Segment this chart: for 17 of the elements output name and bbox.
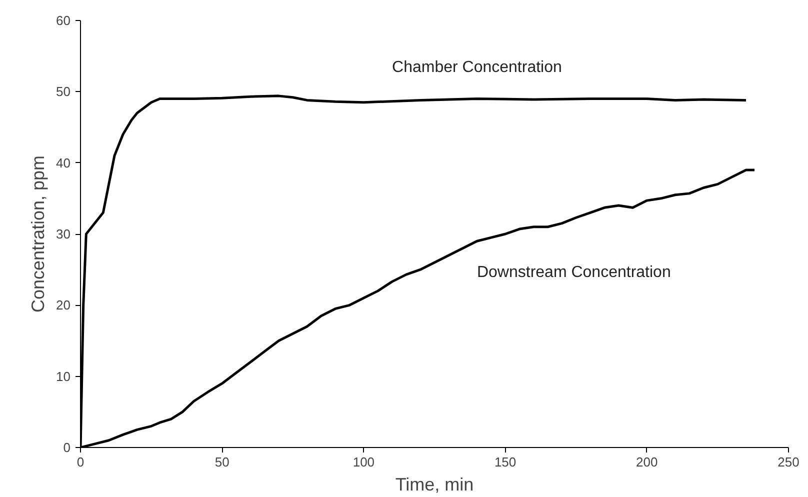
y-tick-label: 10: [56, 368, 71, 384]
y-tick-label: 40: [56, 155, 71, 170]
x-tick-label: 250: [778, 454, 800, 470]
x-tick-label: 0: [76, 454, 84, 470]
x-axis-title: Time, min: [395, 474, 474, 494]
y-tick-label: 60: [56, 13, 71, 28]
y-tick-label: 20: [56, 298, 71, 313]
y-tick-label: 30: [56, 226, 71, 242]
x-tick-label: 200: [636, 454, 658, 470]
y-tick-label: 50: [56, 84, 71, 100]
x-tick-label: 100: [352, 454, 375, 470]
x-tick-label: 50: [214, 454, 230, 470]
y-tick-label: 0: [63, 440, 71, 455]
x-tick-label: 150: [494, 454, 516, 470]
annotation: Chamber Concentration: [392, 59, 562, 76]
annotation: Downstream Concentration: [476, 264, 671, 281]
y-axis-title: Concentration, ppm: [28, 155, 48, 313]
